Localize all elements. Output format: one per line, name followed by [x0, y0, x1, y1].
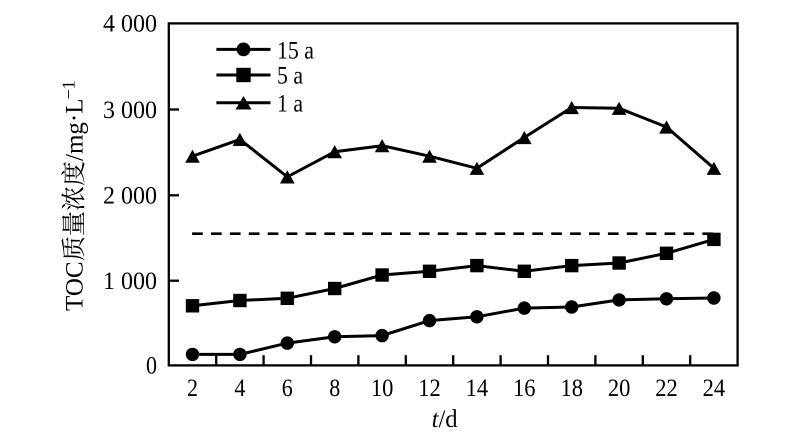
svg-text:5 a: 5 a: [277, 63, 303, 90]
svg-text:0: 0: [146, 353, 157, 380]
svg-text:4 000: 4 000: [103, 11, 157, 38]
svg-text:8: 8: [329, 375, 340, 402]
svg-text:24: 24: [703, 375, 726, 402]
svg-text:18: 18: [560, 375, 583, 402]
svg-text:22: 22: [655, 375, 678, 402]
svg-text:/mg·L: /mg·L: [62, 99, 89, 162]
svg-text:1 000: 1 000: [103, 268, 157, 295]
svg-text:3 000: 3 000: [103, 97, 157, 124]
svg-text:2: 2: [187, 375, 198, 402]
svg-text:15 a: 15 a: [277, 38, 314, 65]
svg-text:2 000: 2 000: [103, 183, 157, 210]
svg-text:−1: −1: [58, 80, 78, 99]
svg-text:10: 10: [371, 375, 394, 402]
svg-text:6: 6: [282, 375, 293, 402]
svg-text:TOC: TOC: [62, 261, 89, 311]
svg-text:14: 14: [466, 375, 489, 402]
svg-text:16: 16: [513, 375, 536, 402]
svg-text:1 a: 1 a: [277, 90, 303, 117]
svg-text:20: 20: [608, 375, 631, 402]
svg-text:t/d: t/d: [432, 406, 458, 433]
svg-text:12: 12: [418, 375, 441, 402]
svg-text:4: 4: [234, 375, 245, 402]
